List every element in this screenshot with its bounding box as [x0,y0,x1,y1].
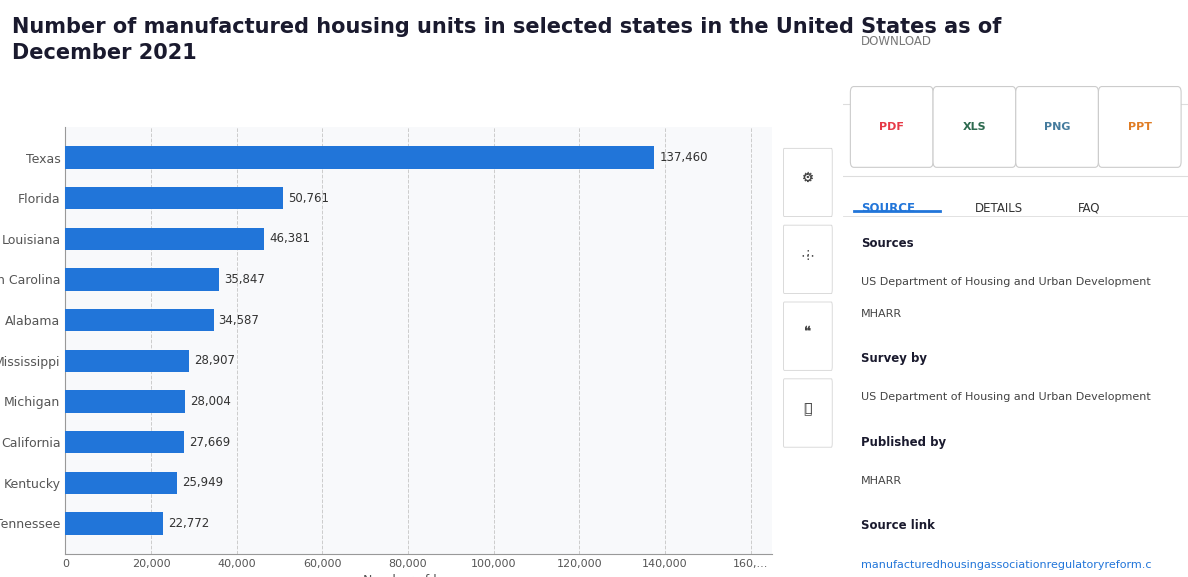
Bar [65,431,184,453]
Text: ⚙: ⚙ [802,171,814,185]
Text: 27,669: 27,669 [189,436,230,448]
Text: Source link: Source link [860,519,935,533]
Text: 28,004: 28,004 [190,395,232,408]
FancyBboxPatch shape [784,225,832,294]
Text: FAQ: FAQ [1078,202,1100,215]
Text: SOURCE: SOURCE [860,202,915,215]
Text: 35,847: 35,847 [225,273,265,286]
FancyBboxPatch shape [784,302,832,370]
FancyBboxPatch shape [933,87,1016,167]
Text: US Department of Housing and Urban Development: US Department of Housing and Urban Devel… [860,277,1150,287]
Text: Number of manufactured housing units in selected states in the United States as : Number of manufactured housing units in … [12,17,1001,63]
FancyBboxPatch shape [784,379,832,447]
Bar [65,309,214,331]
Text: MHARR: MHARR [860,309,902,319]
Bar [65,471,177,494]
FancyBboxPatch shape [784,148,832,216]
Text: ⋮: ⋮ [802,249,814,261]
Bar [65,268,219,291]
X-axis label: Number of homes: Number of homes [362,574,475,577]
Text: PNG: PNG [1044,122,1070,132]
Text: ❝: ❝ [804,325,811,338]
Text: DETAILS: DETAILS [974,202,1023,215]
Text: manufacturedhousingassociationregulatoryreform.c: manufacturedhousingassociationregulatory… [860,560,1151,569]
Bar [65,350,189,372]
Text: 28,907: 28,907 [195,354,235,367]
Text: Sources: Sources [860,237,914,250]
Text: ⚙: ⚙ [802,172,814,185]
Text: 34,587: 34,587 [219,314,259,327]
Text: 🖨: 🖨 [803,402,813,416]
Text: 25,949: 25,949 [182,476,223,489]
FancyBboxPatch shape [1099,87,1181,167]
Text: Published by: Published by [860,436,946,449]
Text: 22,772: 22,772 [168,517,209,530]
Text: PDF: PDF [879,122,904,132]
Text: MHARR: MHARR [860,476,902,486]
FancyBboxPatch shape [1016,87,1099,167]
Text: ⋯: ⋯ [801,248,815,262]
Bar [65,147,655,168]
Bar [65,512,163,534]
Bar [65,228,264,250]
Text: US Department of Housing and Urban Development: US Department of Housing and Urban Devel… [860,392,1150,402]
Bar [65,187,283,209]
Text: PPT: PPT [1127,122,1152,132]
Text: 🖨: 🖨 [804,402,811,415]
Text: 46,381: 46,381 [270,233,310,245]
Text: ❝: ❝ [804,325,811,339]
Text: DOWNLOAD: DOWNLOAD [860,35,931,48]
Text: 50,761: 50,761 [287,192,329,205]
Text: 137,460: 137,460 [659,151,708,164]
Text: XLS: XLS [962,122,986,132]
Bar [65,390,185,413]
FancyBboxPatch shape [851,87,933,167]
Text: Survey by: Survey by [860,352,927,365]
